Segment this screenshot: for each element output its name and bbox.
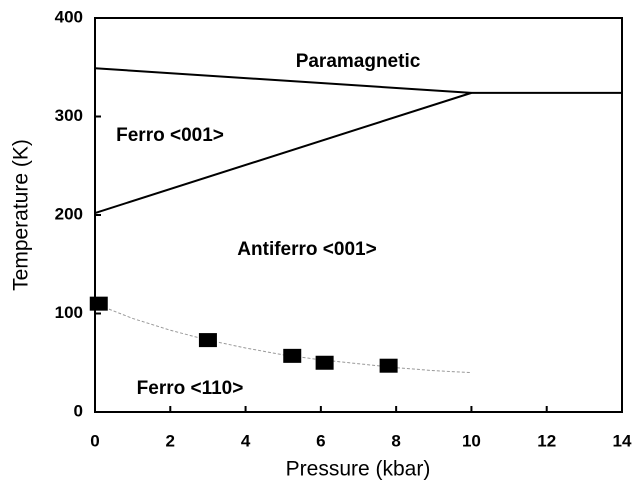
annotation: Antiferro <001> xyxy=(237,239,376,260)
fit-curve xyxy=(94,303,472,374)
y-tick-label: 400 xyxy=(55,7,83,26)
x-tick-label: 10 xyxy=(462,431,481,450)
y-tick-label: 0 xyxy=(74,401,83,420)
phase-boundary xyxy=(94,91,472,214)
data-point xyxy=(283,348,302,363)
annotation: Ferro <001> xyxy=(116,125,224,146)
data-point xyxy=(379,358,398,373)
x-tick-label: 4 xyxy=(241,431,251,450)
x-tick-label: 8 xyxy=(391,431,400,450)
plot-frame xyxy=(94,17,623,413)
x-tick-label: 0 xyxy=(90,431,99,450)
data-point xyxy=(89,296,108,311)
x-tick-label: 2 xyxy=(166,431,175,450)
data-point xyxy=(315,355,334,370)
annotation: Paramagnetic xyxy=(296,51,421,72)
annotation: Ferro <110> xyxy=(137,378,244,399)
y-tick-label: 100 xyxy=(55,303,83,322)
x-tick-label: 14 xyxy=(613,431,632,450)
x-tick-label: 6 xyxy=(316,431,325,450)
phase-boundary xyxy=(94,67,622,94)
x-axis-label: Pressure (kbar) xyxy=(286,458,431,481)
data-point xyxy=(198,333,217,348)
y-axis-label: Temperature (K) xyxy=(10,139,33,291)
y-tick-label: 200 xyxy=(55,204,83,223)
x-tick-label: 12 xyxy=(537,431,556,450)
y-tick-label: 300 xyxy=(55,106,83,125)
